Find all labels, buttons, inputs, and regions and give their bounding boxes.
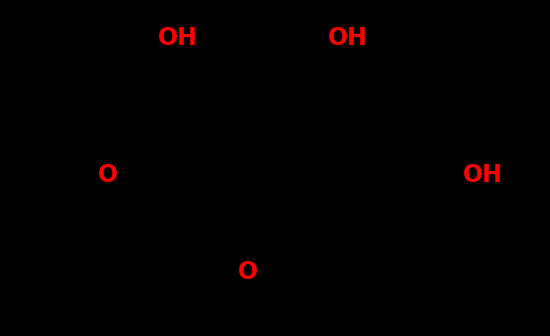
Text: OH: OH bbox=[158, 26, 198, 50]
Text: O: O bbox=[98, 163, 118, 187]
Text: OH: OH bbox=[463, 163, 503, 187]
Text: OH: OH bbox=[328, 26, 368, 50]
Text: O: O bbox=[238, 260, 258, 284]
